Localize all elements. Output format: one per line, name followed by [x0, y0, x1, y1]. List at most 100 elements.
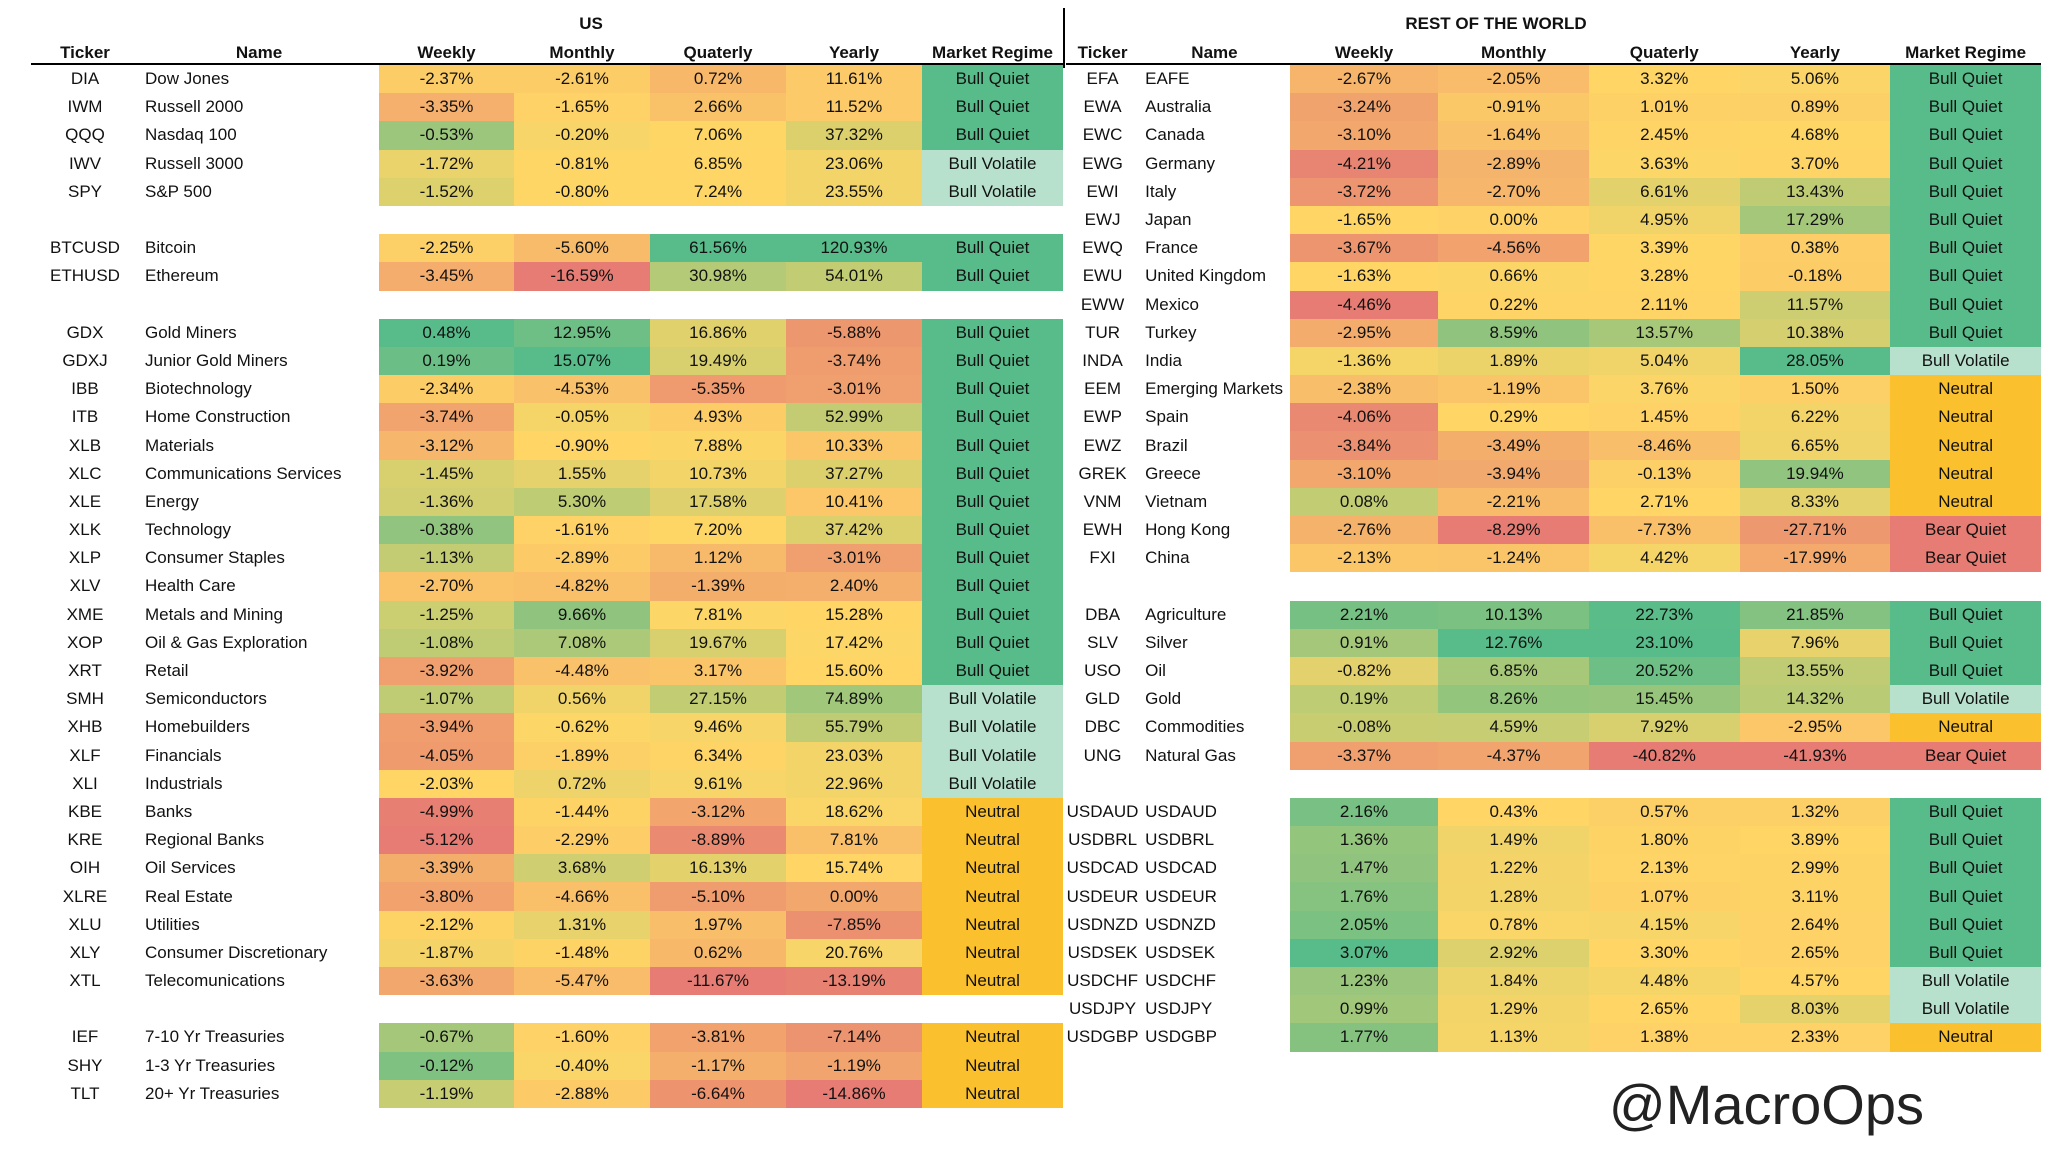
yearly-cell: 15.60%: [786, 656, 922, 686]
ticker-cell: KBE: [67, 801, 103, 821]
table-row: XLB Materials -3.12% -0.90% 7.88% 10.33% Bull …: [31, 431, 1063, 460]
quarterly-cell: 3.32%: [1588, 64, 1740, 94]
table-row: KBE Banks -4.99% -1.44% -3.12% 18.62% Neutral: [31, 797, 1063, 827]
ticker-cell: TLT: [70, 1083, 100, 1103]
weekly-cell: -1.63%: [1289, 262, 1439, 291]
yearly-cell: 5.06%: [1739, 64, 1891, 94]
ticker-cell: DBC: [1084, 717, 1121, 737]
table-row: XLV Health Care -2.70% -4.82% -1.39% 2.40% Bul…: [31, 572, 1063, 601]
yearly-cell: -7.85%: [786, 910, 922, 939]
ticker-cell: GREK: [1078, 463, 1127, 483]
ticker-cell: EWC: [1082, 125, 1123, 145]
monthly-cell: -1.64%: [1438, 121, 1589, 150]
weekly-cell: -3.84%: [1289, 431, 1439, 460]
quarterly-cell: -8.89%: [650, 826, 786, 855]
regime-cell: Bull Quiet: [1890, 205, 2041, 235]
monthly-cell: -2.89%: [514, 544, 650, 573]
yearly-cell: 7.96%: [1739, 628, 1891, 657]
yearly-cell: 11.61%: [786, 64, 922, 94]
yearly-cell: 37.32%: [786, 121, 922, 150]
name-cell: Metals and Mining: [145, 604, 283, 624]
name-cell: Energy: [145, 491, 199, 511]
quarterly-cell: 2.71%: [1588, 487, 1740, 516]
ticker-cell: XOP: [67, 632, 103, 652]
quarterly-cell: 1.80%: [1588, 826, 1740, 855]
monthly-cell: -4.37%: [1438, 741, 1589, 770]
quarterly-cell: -8.46%: [1588, 431, 1740, 460]
yearly-cell: 3.11%: [1739, 882, 1891, 911]
name-cell: Agriculture: [1145, 604, 1227, 624]
weekly-cell: -0.08%: [1289, 713, 1439, 742]
yearly-cell: 3.89%: [1739, 826, 1891, 855]
monthly-cell: 8.59%: [1438, 318, 1589, 347]
ticker-cell: INDA: [1082, 350, 1123, 370]
yearly-cell: 0.38%: [1739, 234, 1891, 263]
ticker-cell: XLC: [68, 463, 102, 483]
regime-cell: Neutral: [922, 938, 1063, 967]
table-row: ITB Home Construction -3.74% -0.05% 4.93% 52.…: [31, 403, 1063, 432]
yearly-cell: 15.74%: [786, 854, 922, 883]
weekly-cell: -1.72%: [379, 149, 514, 178]
quarterly-cell: -1.17%: [650, 1051, 786, 1080]
weekly-cell: -3.35%: [379, 93, 514, 122]
yearly-cell: 10.33%: [786, 431, 922, 460]
weekly-cell: 0.91%: [1289, 628, 1439, 657]
monthly-cell: -1.19%: [1438, 375, 1589, 404]
weekly-cell: 0.99%: [1289, 995, 1439, 1024]
quarterly-cell: 20.52%: [1588, 656, 1740, 686]
regime-cell: Bull Quiet: [922, 487, 1063, 516]
monthly-cell: 1.28%: [1438, 882, 1589, 911]
table-row: DIA Dow Jones -2.37% -2.61% 0.72% 11.61% Bull …: [31, 64, 1063, 94]
regime-cell: Neutral: [1890, 459, 2041, 488]
table-row: EWW Mexico -4.46% 0.22% 2.11% 11.57% Bull Quie…: [1066, 290, 2041, 319]
ticker-cell: USDAUD: [1066, 801, 1139, 821]
name-cell: India: [1145, 350, 1182, 370]
name-cell: Banks: [145, 801, 193, 821]
yearly-cell: -2.95%: [1739, 713, 1891, 742]
monthly-cell: 4.59%: [1438, 713, 1589, 742]
regime-cell: Bull Quiet: [1890, 64, 2041, 94]
spacer-row: [1066, 770, 2041, 798]
regime-cell: Neutral: [1890, 403, 2041, 432]
monthly-cell: -1.89%: [514, 741, 650, 770]
quarterly-cell: -11.67%: [650, 967, 786, 996]
watermark-text: @MacroOps: [1608, 1073, 1924, 1136]
table-row: USDCHF USDCHF 1.23% 1.84% 4.48% 4.57% Bull Vol…: [1066, 967, 2041, 996]
quarterly-cell: 0.72%: [650, 64, 786, 94]
monthly-cell: -2.05%: [1438, 64, 1589, 94]
quarterly-cell: 1.97%: [650, 910, 786, 939]
weekly-cell: -3.37%: [1289, 741, 1439, 770]
yearly-cell: 4.68%: [1739, 121, 1891, 150]
regime-cell: Bull Quiet: [1890, 938, 2041, 967]
name-cell: USDSEK: [1145, 942, 1216, 962]
quarterly-cell: 30.98%: [650, 262, 786, 291]
table-row: DBC Commodities -0.08% 4.59% 7.92% -2.95% Neut…: [1066, 713, 2041, 742]
regime-cell: Bull Quiet: [922, 121, 1063, 150]
monthly-cell: 1.22%: [1438, 854, 1589, 883]
monthly-cell: -4.66%: [514, 882, 650, 911]
ticker-cell: XTL: [69, 971, 101, 991]
ticker-cell: EWP: [1083, 407, 1122, 427]
spacer-cell: [31, 291, 1063, 319]
monthly-cell: -0.40%: [514, 1051, 650, 1080]
ticker-cell: GDXJ: [62, 350, 108, 370]
table-row: GREK Greece -3.10% -3.94% -0.13% 19.94% Neutra…: [1066, 459, 2041, 488]
monthly-cell: -1.24%: [1438, 544, 1589, 573]
yearly-cell: 2.33%: [1739, 1023, 1891, 1052]
table-row: USO Oil -0.82% 6.85% 20.52% 13.55% Bull Quiet: [1066, 656, 2041, 686]
quarterly-cell: 0.57%: [1588, 797, 1740, 827]
name-cell: Australia: [1145, 97, 1212, 117]
monthly-cell: 8.26%: [1438, 685, 1589, 714]
quarterly-cell: 19.49%: [650, 346, 786, 376]
table-row: XLP Consumer Staples -1.13% -2.89% 1.12% -3.0…: [31, 544, 1063, 573]
yearly-cell: 23.55%: [786, 177, 922, 206]
ticker-cell: EWI: [1086, 181, 1119, 201]
table-row: USDGBP USDGBP 1.77% 1.13% 1.38% 2.33% Neutral: [1066, 1023, 2041, 1052]
weekly-cell: -3.63%: [379, 967, 514, 996]
yearly-cell: 37.27%: [786, 459, 922, 488]
table-row: USDCAD USDCAD 1.47% 1.22% 2.13% 2.99% Bull Qui…: [1066, 854, 2041, 883]
quarterly-cell: 2.65%: [1588, 995, 1740, 1024]
regime-cell: Bull Quiet: [1890, 600, 2041, 629]
weekly-cell: -3.10%: [1289, 459, 1439, 488]
quarterly-cell: 9.46%: [650, 713, 786, 742]
